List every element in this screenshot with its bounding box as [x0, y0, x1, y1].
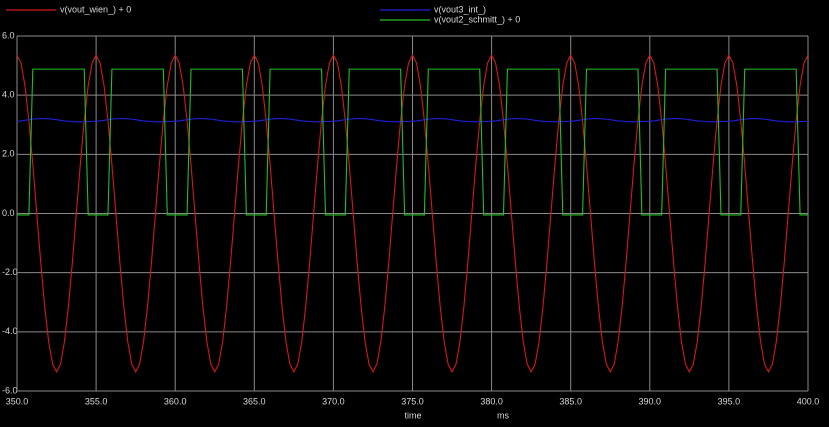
- y-tick-label: 0.0: [2, 208, 15, 218]
- y-tick-label: -4.0: [2, 326, 18, 336]
- y-tick-label: -2.0: [2, 267, 18, 277]
- x-tick-label: 390.0: [639, 396, 662, 406]
- x-tick-label: 360.0: [164, 396, 187, 406]
- x-tick-label: 370.0: [322, 396, 345, 406]
- x-tick-label: 380.0: [480, 396, 503, 406]
- x-tick-label: 350.0: [6, 396, 29, 406]
- legend-label: v(vout2_schmitt_) + 0: [434, 14, 520, 24]
- legend-label: v(vout3_int_): [434, 4, 486, 14]
- x-axis-unit: ms: [497, 410, 509, 420]
- x-tick-label: 355.0: [85, 396, 108, 406]
- series-line: [16, 117, 809, 123]
- x-tick-label: 385.0: [559, 396, 582, 406]
- x-tick-label: 375.0: [401, 396, 424, 406]
- y-tick-label: 4.0: [2, 90, 15, 100]
- legend-label: v(vout_wien_) + 0: [60, 4, 131, 14]
- x-tick-label: 395.0: [718, 396, 741, 406]
- x-axis-label: time: [404, 410, 421, 420]
- x-tick-label: 365.0: [243, 396, 266, 406]
- y-tick-label: 6.0: [2, 30, 15, 40]
- series-line: [17, 68, 808, 216]
- series-line: [16, 54, 809, 373]
- y-tick-label: 2.0: [2, 149, 15, 159]
- y-tick-label: -6.0: [2, 385, 18, 395]
- x-tick-label: 400.0: [797, 396, 820, 406]
